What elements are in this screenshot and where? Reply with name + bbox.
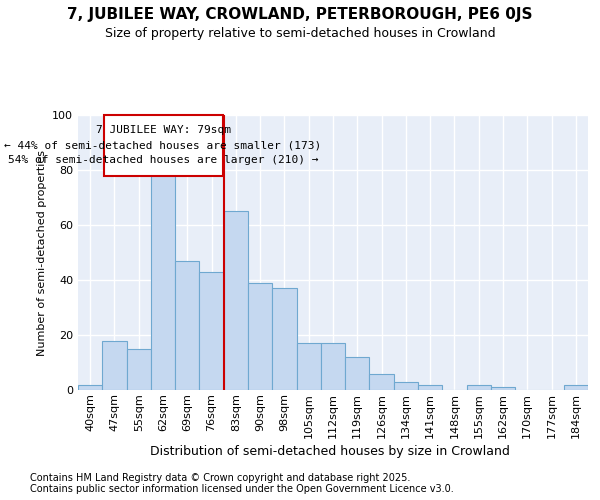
Bar — [175, 261, 199, 390]
Bar — [248, 283, 272, 390]
Bar — [224, 211, 248, 390]
Bar — [370, 374, 394, 390]
Bar — [102, 340, 127, 390]
Text: Distribution of semi-detached houses by size in Crowland: Distribution of semi-detached houses by … — [150, 445, 510, 458]
Bar — [345, 357, 370, 390]
Bar — [467, 384, 491, 390]
Bar — [151, 159, 175, 390]
Text: Size of property relative to semi-detached houses in Crowland: Size of property relative to semi-detach… — [104, 28, 496, 40]
Text: 7, JUBILEE WAY, CROWLAND, PETERBOROUGH, PE6 0JS: 7, JUBILEE WAY, CROWLAND, PETERBOROUGH, … — [67, 8, 533, 22]
Bar — [394, 382, 418, 390]
Bar — [491, 387, 515, 390]
Text: Contains HM Land Registry data © Crown copyright and database right 2025.: Contains HM Land Registry data © Crown c… — [30, 473, 410, 483]
FancyBboxPatch shape — [104, 115, 223, 176]
Bar — [296, 343, 321, 390]
Bar — [272, 288, 296, 390]
Text: 7 JUBILEE WAY: 79sqm
← 44% of semi-detached houses are smaller (173)
54% of semi: 7 JUBILEE WAY: 79sqm ← 44% of semi-detac… — [4, 126, 322, 165]
Bar — [127, 349, 151, 390]
Bar — [418, 384, 442, 390]
Bar — [321, 343, 345, 390]
Text: Contains public sector information licensed under the Open Government Licence v3: Contains public sector information licen… — [30, 484, 454, 494]
Bar — [564, 384, 588, 390]
Bar — [78, 384, 102, 390]
Bar — [199, 272, 224, 390]
Y-axis label: Number of semi-detached properties: Number of semi-detached properties — [37, 150, 47, 356]
